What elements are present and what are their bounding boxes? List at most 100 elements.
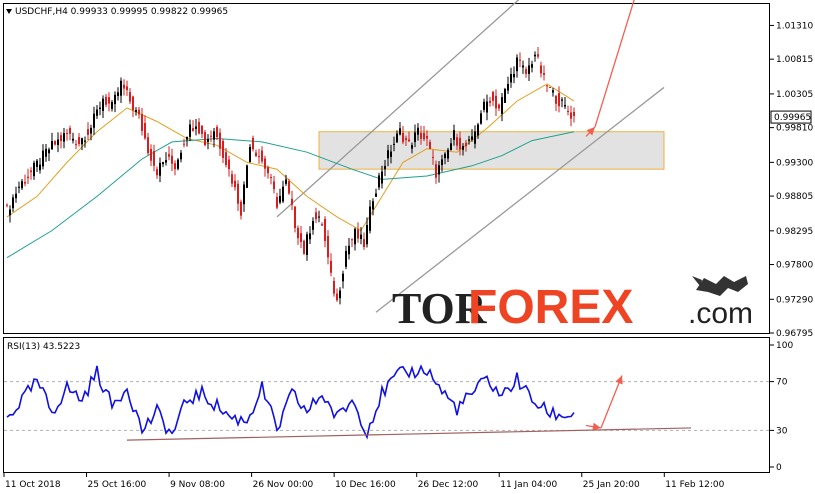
candlesticks — [6, 46, 575, 305]
moving-averages — [6, 83, 575, 259]
candle-body — [327, 236, 329, 258]
candle-body — [426, 136, 428, 139]
candle-body — [108, 97, 110, 104]
candle-body — [207, 139, 209, 142]
candle-body — [135, 110, 137, 112]
time-tick-label: 9 Nov 08:00 — [170, 480, 225, 490]
rsi-label: RSI(13) 43.5223 — [7, 342, 80, 352]
candle-body — [231, 174, 233, 184]
candle-body — [522, 65, 524, 68]
candle-body — [573, 111, 575, 117]
candle-body — [405, 138, 407, 140]
candle-body — [84, 140, 86, 142]
candle-body — [384, 165, 386, 170]
rsi-line — [6, 364, 575, 440]
candle-body — [171, 155, 173, 164]
candle-body — [387, 150, 389, 159]
time-tick-label: 25 Jan 20:00 — [583, 480, 640, 490]
price-tick-label: 0.98805 — [776, 192, 813, 202]
candle-body — [345, 250, 347, 267]
candle-body — [39, 164, 41, 171]
candle-body — [333, 280, 335, 294]
candle-body — [228, 159, 230, 170]
candle-body — [243, 184, 245, 205]
channel-lower-line — [375, 86, 665, 313]
logo-tor-text: TOR — [392, 284, 488, 333]
candle-body — [531, 64, 533, 68]
candle-body — [189, 124, 191, 137]
candle-body — [213, 131, 215, 140]
candle-body — [156, 169, 158, 176]
candle-body — [351, 239, 353, 241]
candle-body — [303, 240, 305, 254]
candle-body — [141, 114, 143, 131]
candle-body — [525, 69, 527, 74]
price-tick-label: 0.97290 — [776, 295, 813, 305]
candle-body — [306, 234, 308, 255]
candle-body — [264, 158, 266, 169]
candle-body — [24, 181, 26, 184]
current-price-label: 0.99965 — [774, 113, 811, 123]
candle-body — [273, 181, 275, 190]
candle-body — [114, 94, 116, 105]
price-tick-label: 0.96795 — [776, 329, 813, 339]
candle-body — [36, 160, 38, 167]
rsi-indicator: 100 70 30 0 — [4, 341, 793, 473]
candle-body — [456, 137, 458, 146]
main-panel-frame — [3, 3, 770, 334]
candle-body — [60, 135, 62, 141]
candle-body — [48, 149, 50, 154]
candle-body — [102, 98, 104, 111]
candle-body — [183, 143, 185, 145]
price-tick-label: 1.01310 — [776, 21, 813, 31]
price-tick-label: 0.97800 — [776, 261, 813, 271]
candle-body — [222, 140, 224, 158]
candle-body — [570, 112, 572, 119]
candle-body — [261, 150, 263, 162]
candle-body — [285, 179, 287, 184]
candle-body — [369, 206, 371, 231]
candle-body — [492, 91, 494, 101]
candle-body — [297, 227, 299, 239]
candle-body — [435, 164, 437, 178]
candle-body — [246, 165, 248, 188]
price-tick-label: 0.99300 — [776, 158, 813, 168]
zone-rect — [318, 131, 665, 170]
candle-body — [186, 136, 188, 140]
candle-body — [174, 163, 176, 170]
candle-body — [357, 229, 359, 239]
candle-body — [528, 65, 530, 74]
candle-body — [165, 160, 167, 163]
candle-body — [18, 186, 20, 188]
candle-body — [294, 206, 296, 229]
candle-body — [477, 124, 479, 136]
candle-body — [465, 142, 467, 147]
candle-body — [393, 143, 395, 145]
candle-body — [69, 127, 71, 134]
candle-body — [153, 151, 155, 166]
candle-body — [33, 162, 35, 177]
candle-body — [447, 149, 449, 159]
logo-com-text: .com — [688, 297, 753, 330]
candle-body — [51, 141, 53, 150]
candle-body — [546, 85, 548, 87]
candle-body — [300, 233, 302, 242]
candle-body — [162, 162, 164, 165]
bull-bear-icon — [692, 276, 748, 296]
dropdown-triangle-icon[interactable] — [6, 9, 12, 14]
logo-forex-text: FOREX — [468, 281, 633, 334]
candle-body — [444, 153, 446, 159]
candle-body — [360, 234, 362, 239]
candle-body — [414, 132, 416, 142]
candle-body — [339, 290, 341, 299]
candle-body — [123, 84, 125, 89]
candle-body — [180, 152, 182, 160]
candle-body — [312, 220, 314, 230]
candle-body — [495, 95, 497, 109]
candle-body — [501, 97, 503, 114]
candle-body — [552, 90, 554, 93]
current-price-box — [770, 110, 812, 124]
candle-body — [144, 123, 146, 139]
candle-body — [363, 239, 365, 247]
